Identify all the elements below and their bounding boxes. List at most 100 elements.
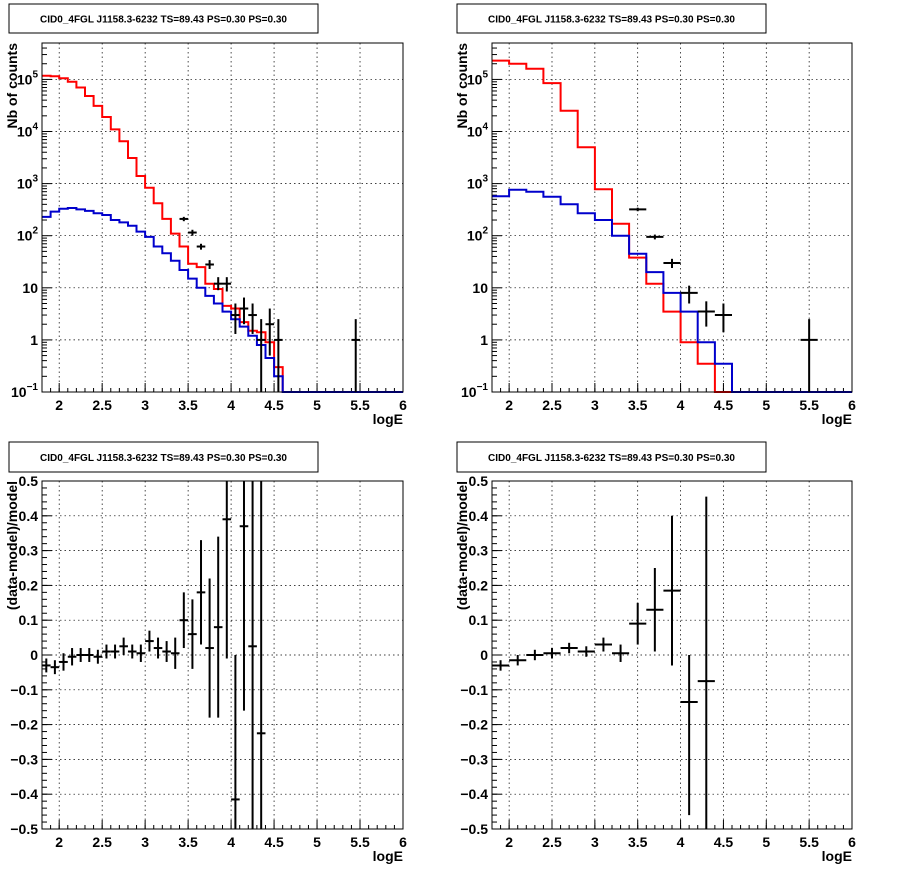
y-tick-exponent: 3 bbox=[32, 174, 38, 185]
y-tick-label: −0.1 bbox=[10, 682, 38, 698]
y-tick-label: 104 bbox=[17, 122, 39, 140]
x-tick-label: 2 bbox=[505, 834, 513, 850]
data-point bbox=[680, 655, 698, 816]
grid bbox=[42, 481, 403, 829]
chart-panel-2: CID0_4FGL J1158.3-6232 TS=89.43 PS=0.30 … bbox=[454, 3, 856, 427]
data-point bbox=[543, 648, 561, 659]
data-point bbox=[663, 258, 681, 268]
data-point bbox=[84, 648, 94, 662]
x-tick-label: 3.5 bbox=[628, 834, 648, 850]
y-tick-label: 0 bbox=[480, 647, 488, 663]
chart-title-box bbox=[8, 441, 319, 473]
data-point bbox=[222, 481, 232, 659]
y-tick-base: 10 bbox=[17, 176, 33, 192]
y-tick-exponent: 3 bbox=[482, 174, 488, 185]
x-tick-label: 3 bbox=[141, 397, 149, 413]
data-point bbox=[248, 481, 257, 829]
x-tick-label: 6 bbox=[399, 834, 407, 850]
y-tick-label: 10 bbox=[22, 280, 38, 296]
y-tick-label: 0.1 bbox=[19, 612, 39, 628]
data-point bbox=[577, 646, 595, 657]
x-tick-label: 6 bbox=[848, 397, 856, 413]
plot-frame bbox=[41, 42, 404, 393]
y-tick-label: −0.4 bbox=[10, 786, 38, 802]
data-point bbox=[153, 637, 163, 659]
x-tick-label: 4 bbox=[677, 397, 685, 413]
y-tick-exponent: 4 bbox=[32, 122, 38, 133]
data-point bbox=[646, 568, 664, 652]
data-point bbox=[110, 644, 120, 659]
y-tick-base: 1 bbox=[30, 332, 38, 348]
data-point bbox=[102, 644, 111, 659]
y-tick-base: 10 bbox=[461, 384, 477, 400]
y-axis-label: (data-model)/model bbox=[4, 481, 20, 610]
y-tick-label: 1 bbox=[30, 332, 38, 348]
y-tick-label: 0.5 bbox=[19, 473, 39, 489]
y-tick-label: 10 bbox=[472, 280, 488, 296]
data-point bbox=[162, 641, 171, 662]
data-point bbox=[67, 648, 77, 666]
data-point bbox=[196, 540, 206, 645]
data-point bbox=[646, 234, 664, 240]
data-point bbox=[119, 637, 128, 655]
y-tick-label: 0 bbox=[30, 647, 38, 663]
x-tick-label: 2 bbox=[505, 397, 513, 413]
y-tick-label: 0.3 bbox=[19, 543, 39, 559]
y-tick-label: 0.4 bbox=[19, 508, 39, 524]
y-tick-base: 10 bbox=[467, 176, 483, 192]
source-model-histogram bbox=[492, 188, 852, 393]
grid bbox=[492, 43, 852, 392]
y-tick-base: 10 bbox=[11, 384, 27, 400]
y-tick-exponent: −1 bbox=[27, 382, 39, 393]
y-tick-base: 10 bbox=[17, 228, 33, 244]
y-tick-label: 0.4 bbox=[469, 508, 489, 524]
data-point bbox=[714, 303, 732, 333]
data-point bbox=[231, 303, 240, 334]
y-tick-base: 10 bbox=[467, 228, 483, 244]
y-tick-label: 0.1 bbox=[469, 612, 489, 628]
x-tick-label: 2.5 bbox=[92, 834, 112, 850]
data-point bbox=[196, 243, 206, 250]
data-point bbox=[526, 649, 544, 661]
chart-panel-1: CID0_4FGL J1158.3-6232 TS=89.43 PS=0.30 … bbox=[4, 3, 407, 427]
y-tick-exponent: 2 bbox=[482, 226, 488, 237]
chart-title-box bbox=[8, 3, 319, 34]
x-tick-label: 3 bbox=[591, 834, 599, 850]
data-point bbox=[265, 308, 275, 356]
data-point bbox=[612, 644, 630, 662]
y-tick-exponent: 2 bbox=[32, 226, 38, 237]
data-point bbox=[59, 653, 68, 671]
data-point bbox=[629, 602, 647, 645]
x-axis-label: logE bbox=[373, 848, 403, 864]
x-tick-label: 5.5 bbox=[350, 397, 370, 413]
grid bbox=[42, 43, 403, 392]
x-tick-label: 2.5 bbox=[542, 834, 562, 850]
y-tick-label: 102 bbox=[17, 226, 39, 244]
data-point bbox=[256, 481, 266, 829]
plot-frame bbox=[491, 480, 853, 830]
x-tick-label: 4.5 bbox=[714, 397, 734, 413]
data-point bbox=[222, 277, 232, 292]
y-tick-label: −0.3 bbox=[460, 751, 488, 767]
x-axis-label: logE bbox=[373, 411, 403, 427]
y-tick-label: 0.5 bbox=[469, 473, 489, 489]
y-tick-label: 104 bbox=[467, 122, 489, 140]
y-tick-label: −0.5 bbox=[460, 821, 488, 837]
x-tick-label: 4 bbox=[227, 834, 235, 850]
data-point bbox=[239, 297, 249, 325]
y-tick-base: 10 bbox=[22, 280, 38, 296]
y-tick-base: 10 bbox=[467, 71, 483, 87]
x-tick-label: 6 bbox=[399, 397, 407, 413]
y-tick-base: 1 bbox=[480, 332, 488, 348]
data-points bbox=[179, 216, 361, 392]
data-point bbox=[663, 515, 681, 666]
x-tick-label: 3.5 bbox=[178, 397, 198, 413]
y-tick-base: 10 bbox=[17, 71, 33, 87]
data-point bbox=[697, 301, 715, 327]
y-tick-exponent: 5 bbox=[482, 69, 488, 80]
data-point bbox=[213, 277, 223, 291]
x-tick-label: 4 bbox=[677, 834, 685, 850]
y-tick-label: 105 bbox=[467, 69, 489, 87]
y-tick-label: −0.1 bbox=[460, 682, 488, 698]
x-tick-label: 2 bbox=[55, 834, 63, 850]
